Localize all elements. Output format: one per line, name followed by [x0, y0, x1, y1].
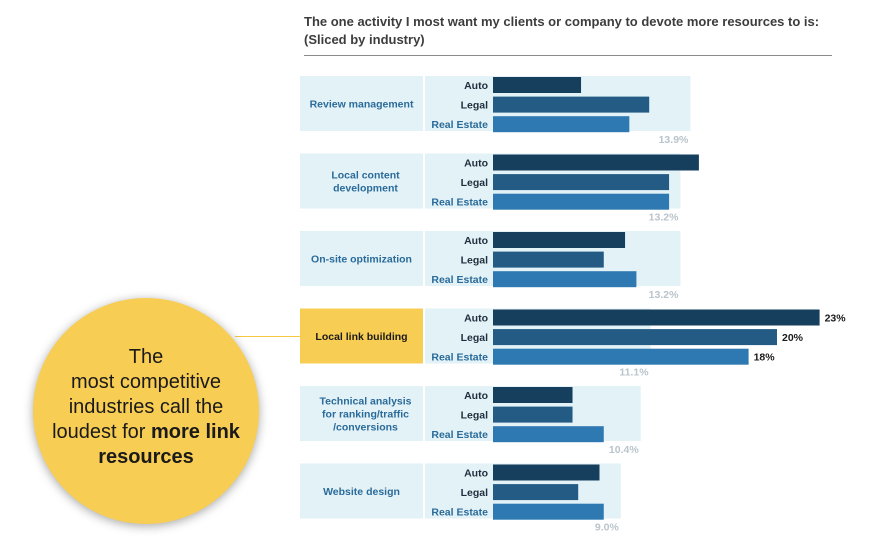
series-label-legal: Legal	[461, 410, 489, 422]
series-label-real-estate: Real Estate	[431, 429, 488, 441]
callout-line-4: loudest for	[52, 420, 152, 443]
bar-review-management-auto	[493, 77, 582, 93]
callout-circle: The most competitive industries call the…	[33, 298, 259, 524]
bar-technical-analysis-for-ranking-traffic-conversions-legal	[493, 406, 573, 423]
bar-local-content-development-real-estate	[493, 193, 670, 210]
series-label-legal: Legal	[461, 177, 489, 189]
series-label-legal: Legal	[461, 100, 489, 112]
bar-technical-analysis-for-ranking-traffic-conversions-auto	[493, 387, 573, 403]
category-label-local-link-building: Local link building	[315, 331, 407, 343]
value-label-local-link-building-auto: 23%	[825, 313, 847, 325]
chart-subtitle: (Sliced by industry)	[304, 32, 425, 47]
category-box-local-content-development	[300, 153, 423, 209]
category-label-on-site-optimization: On-site optimization	[311, 254, 412, 266]
bar-local-link-building-legal	[493, 329, 777, 346]
value-label-local-link-building-legal: 20%	[782, 332, 804, 344]
category-label-website-design: Website design	[323, 486, 400, 498]
bar-website-design-auto	[493, 464, 600, 481]
callout-line-3: industries call the	[68, 395, 224, 418]
bar-on-site-optimization-auto	[493, 232, 626, 248]
series-label-real-estate: Real Estate	[431, 274, 488, 286]
callout-line-1: The	[128, 345, 164, 368]
callout-text: The most competitive industries call the…	[51, 345, 241, 470]
overall-label-local-content-development: 13.2%	[649, 212, 679, 224]
series-label-real-estate: Real Estate	[431, 507, 488, 519]
overall-label-on-site-optimization: 13.2%	[649, 289, 679, 301]
overall-label-local-link-building: 11.1%	[619, 367, 649, 379]
series-label-auto: Auto	[464, 390, 488, 402]
overall-label-technical-analysis-for-ranking-traffic-conversions: 10.4%	[609, 444, 639, 456]
callout-line-5-bold: resources	[98, 445, 194, 468]
category-label-local-content-development: Local content development	[331, 170, 400, 195]
category-box-on-site-optimization	[300, 231, 423, 286]
callout-connector	[235, 336, 300, 337]
bar-website-design-real-estate	[493, 503, 604, 520]
bar-on-site-optimization-real-estate	[493, 271, 637, 288]
category-box-technical-analysis-for-ranking-traffic-conversions	[300, 386, 423, 441]
category-box-local-link-building	[300, 308, 423, 364]
value-label-local-link-building-real-estate: 18%	[754, 352, 776, 364]
series-label-real-estate: Real Estate	[431, 119, 488, 131]
category-label-review-management: Review management	[310, 99, 414, 111]
series-label-auto: Auto	[464, 235, 488, 247]
bar-local-link-building-real-estate	[493, 348, 749, 365]
series-label-legal: Legal	[461, 255, 489, 267]
category-label-technical-analysis-for-ranking-traffic-conversions: Technical analysis for ranking/traffic/co…	[319, 396, 411, 434]
bar-website-design-legal	[493, 484, 579, 501]
series-label-legal: Legal	[461, 332, 489, 344]
callout-line-2: most competitive	[70, 370, 222, 393]
series-label-real-estate: Real Estate	[431, 352, 488, 364]
series-label-auto: Auto	[464, 80, 488, 92]
bar-local-content-development-auto	[493, 154, 699, 171]
category-box-review-management	[300, 76, 423, 131]
bar-on-site-optimization-legal	[493, 251, 604, 268]
series-label-auto: Auto	[464, 158, 488, 170]
series-label-auto: Auto	[464, 313, 488, 325]
series-label-legal: Legal	[461, 487, 489, 499]
category-box-website-design	[300, 463, 423, 519]
bar-local-content-development-legal	[493, 174, 670, 191]
series-label-real-estate: Real Estate	[431, 197, 488, 209]
bar-review-management-legal	[493, 96, 650, 113]
callout-line-4-bold: more link	[151, 420, 240, 443]
overall-label-review-management: 13.9%	[659, 134, 689, 146]
chart-title: The one activity I most want my clients …	[304, 13, 834, 49]
bar-local-link-building-auto	[493, 309, 820, 326]
title-divider	[304, 55, 832, 56]
bar-review-management-real-estate	[493, 116, 630, 133]
chart-title-main: The one activity I most want my clients …	[304, 14, 820, 29]
overall-label-website-design: 9.0%	[595, 522, 620, 534]
bar-technical-analysis-for-ranking-traffic-conversions-real-estate	[493, 426, 604, 443]
series-label-auto: Auto	[464, 468, 488, 480]
